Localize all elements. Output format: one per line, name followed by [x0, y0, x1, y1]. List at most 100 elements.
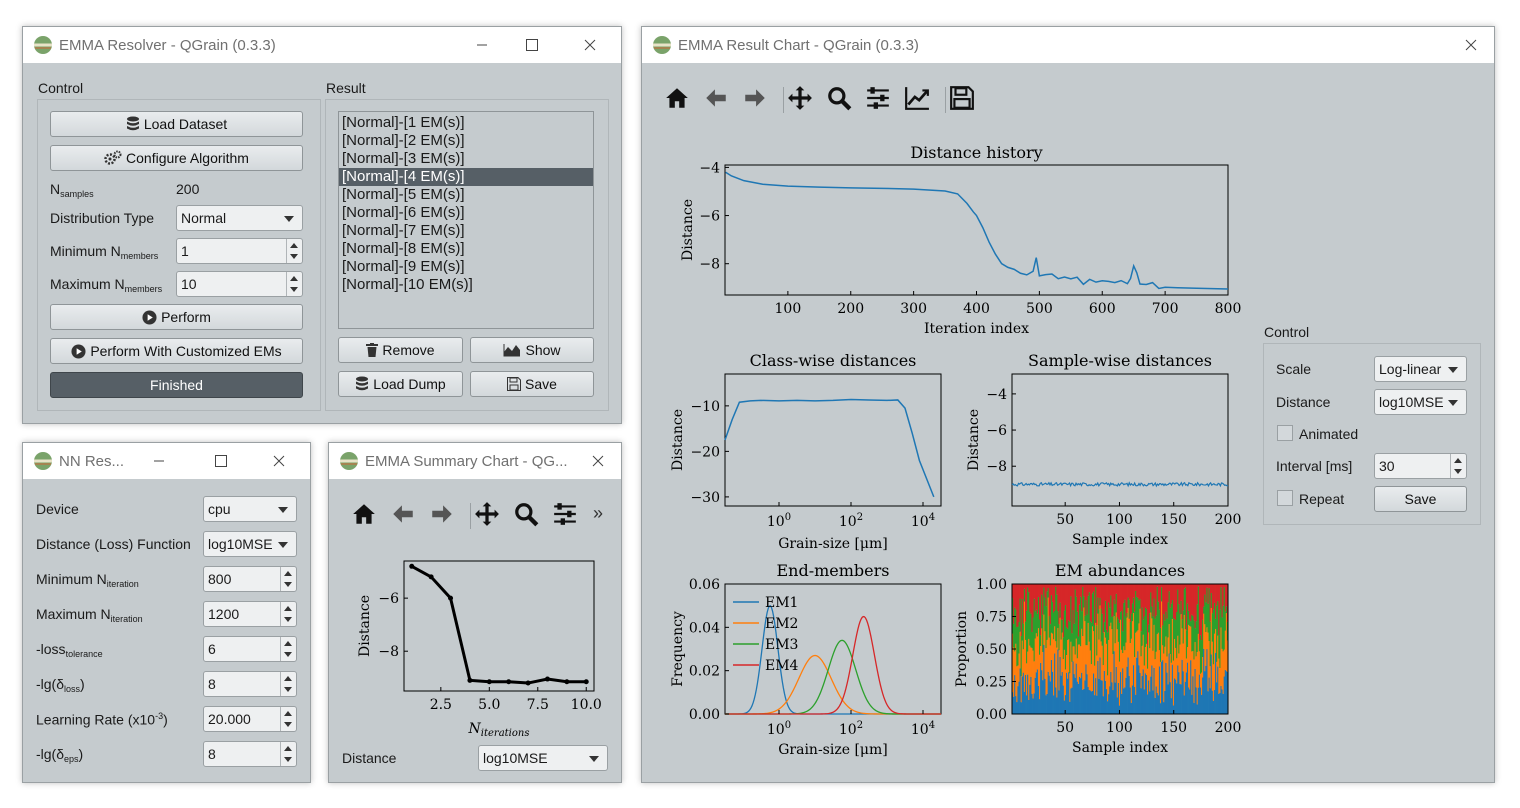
abundance-bar-em2: [1223, 649, 1226, 677]
perform-button[interactable]: Perform: [50, 304, 303, 330]
abundance-bar-em2: [1094, 665, 1096, 696]
tick-label: 100: [775, 301, 802, 317]
interval-spinbox[interactable]: 30: [1374, 453, 1467, 479]
result-list-item[interactable]: [Normal]-[9 EM(s)]: [342, 258, 465, 275]
abundance-bar-em3: [1032, 617, 1034, 651]
scale-select[interactable]: Log-linear: [1374, 356, 1467, 382]
minimize-button[interactable]: [136, 443, 182, 479]
abundance-bar-em1: [1067, 678, 1069, 714]
distribution-type-select[interactable]: Normal: [176, 205, 303, 231]
repeat-checkbox[interactable]: [1277, 490, 1293, 506]
zoom-icon[interactable]: [513, 501, 539, 527]
result-list-item[interactable]: [Normal]-[6 EM(s)]: [342, 204, 465, 221]
nn-resolver-window: NN Res... Device cpu Distance (Loss) Fun…: [22, 442, 311, 783]
abundance-bar-em1: [1155, 686, 1158, 714]
rc-distance-select[interactable]: log10MSE: [1374, 389, 1467, 415]
distance-function-select[interactable]: log10MSE: [203, 531, 297, 557]
result-list-item[interactable]: [Normal]-[8 EM(s)]: [342, 240, 465, 257]
abundance-bar-em2: [1139, 608, 1141, 673]
forward-arrow-icon[interactable]: [429, 501, 455, 527]
result-charts: 100 200 300 400 500 600 700 800 −4 −6 −8 Distance h…: [670, 143, 1241, 758]
abundance-bar-em4: [1207, 584, 1209, 604]
abundance-bar-em3: [1048, 616, 1051, 638]
edit-axis-icon[interactable]: [904, 85, 930, 111]
result-list-item[interactable]: [Normal]-[2 EM(s)]: [342, 132, 465, 149]
pan-icon[interactable]: [474, 501, 500, 527]
abundance-bar-em1: [1074, 677, 1077, 714]
close-button[interactable]: [256, 443, 302, 479]
loss-tolerance-spinbox[interactable]: 6: [203, 636, 297, 662]
floppy-save-icon[interactable]: [949, 85, 975, 111]
max-iteration-spinbox[interactable]: 1200: [203, 601, 297, 627]
configure-algorithm-button[interactable]: Configure Algorithm: [50, 145, 303, 171]
summary-distance-select[interactable]: log10MSE: [478, 745, 608, 771]
save-dump-button[interactable]: Save: [470, 371, 594, 397]
nn-titlebar[interactable]: NN Res...: [23, 443, 310, 479]
lg-loss-spinbox[interactable]: 8: [203, 671, 297, 697]
back-arrow-icon[interactable]: [390, 501, 416, 527]
min-iteration-spinbox[interactable]: 800: [203, 566, 297, 592]
result-list-item[interactable]: [Normal]-[5 EM(s)]: [342, 186, 465, 203]
abundance-bar-em1: [1059, 656, 1061, 714]
learning-rate-spinbox[interactable]: 20.000: [203, 706, 297, 732]
abundance-bar-em2: [1138, 623, 1140, 666]
zoom-icon[interactable]: [826, 85, 852, 111]
max-members-spinbox[interactable]: 10: [176, 271, 303, 297]
pan-icon[interactable]: [787, 85, 813, 111]
abundance-bar-em4: [1014, 584, 1016, 608]
result-chart-titlebar[interactable]: EMMA Result Chart - QGrain (0.3.3): [642, 27, 1494, 63]
minimize-button[interactable]: [459, 27, 505, 63]
result-list-item[interactable]: [Normal]-[1 EM(s)]: [342, 114, 465, 131]
abundance-bar-em3: [1112, 615, 1114, 655]
perform-custom-ems-button[interactable]: Perform With Customized EMs: [50, 338, 303, 364]
back-arrow-icon[interactable]: [703, 85, 729, 111]
abundance-bar-em2: [1168, 624, 1171, 654]
min-members-label: Minimum Nmembers: [50, 243, 159, 261]
load-dump-button[interactable]: Load Dump: [338, 371, 463, 397]
abundance-bar-em3: [1135, 590, 1137, 633]
forward-arrow-icon[interactable]: [742, 85, 768, 111]
abundance-bar-em4: [1100, 584, 1103, 609]
close-button[interactable]: [1448, 27, 1494, 63]
abundance-bar-em1: [1094, 695, 1096, 714]
load-dataset-button[interactable]: Load Dataset: [50, 111, 303, 137]
show-button[interactable]: Show: [470, 337, 594, 363]
abundance-bar-em3: [1131, 603, 1134, 622]
abundance-bar-em3: [1030, 613, 1032, 648]
animated-checkbox[interactable]: [1277, 425, 1293, 441]
abundance-bar-em1: [1143, 689, 1146, 714]
abundance-bar-em3: [1194, 628, 1196, 643]
abundance-bar-em2: [1203, 613, 1205, 649]
sliders-icon[interactable]: [552, 501, 578, 527]
sliders-icon[interactable]: [865, 85, 891, 111]
lg-eps-spinbox[interactable]: 8: [203, 741, 297, 767]
summary-titlebar[interactable]: EMMA Summary Chart - QG...: [329, 443, 621, 479]
abundance-bar-em1: [1066, 672, 1068, 714]
rc-save-button[interactable]: Save: [1374, 486, 1467, 512]
toolbar-overflow-button[interactable]: »: [593, 503, 604, 523]
result-list[interactable]: [Normal]-[1 EM(s)] [Normal]-[2 EM(s)] [Nor…: [338, 111, 594, 329]
close-button[interactable]: [567, 27, 613, 63]
device-select[interactable]: cpu: [203, 496, 297, 522]
resolver-titlebar[interactable]: EMMA Resolver - QGrain (0.3.3): [23, 27, 621, 63]
home-icon[interactable]: [664, 85, 690, 111]
abundance-bar-em2: [1073, 646, 1076, 675]
min-members-spinbox[interactable]: 1: [176, 238, 303, 264]
remove-button[interactable]: Remove: [338, 337, 463, 363]
abundance-bar-em1: [1218, 693, 1220, 714]
maximize-button[interactable]: [509, 27, 555, 63]
result-list-item[interactable]: [Normal]-[10 EM(s)]: [342, 276, 473, 293]
abundance-bar-em4: [1060, 584, 1063, 620]
home-icon[interactable]: [351, 501, 377, 527]
abundance-bar-em2: [1180, 614, 1182, 685]
summary-data-point: [428, 574, 434, 580]
maximize-button[interactable]: [198, 443, 244, 479]
result-list-item[interactable]: [Normal]-[4 EM(s)]: [339, 168, 593, 186]
abundance-bar-em4: [1218, 584, 1220, 636]
abundance-bar-em3: [1156, 586, 1159, 635]
abundance-bar-em2: [1016, 666, 1018, 703]
summary-toolbar: [351, 501, 611, 531]
close-button[interactable]: [575, 443, 621, 479]
result-list-item[interactable]: [Normal]-[7 EM(s)]: [342, 222, 465, 239]
result-list-item[interactable]: [Normal]-[3 EM(s)]: [342, 150, 465, 167]
